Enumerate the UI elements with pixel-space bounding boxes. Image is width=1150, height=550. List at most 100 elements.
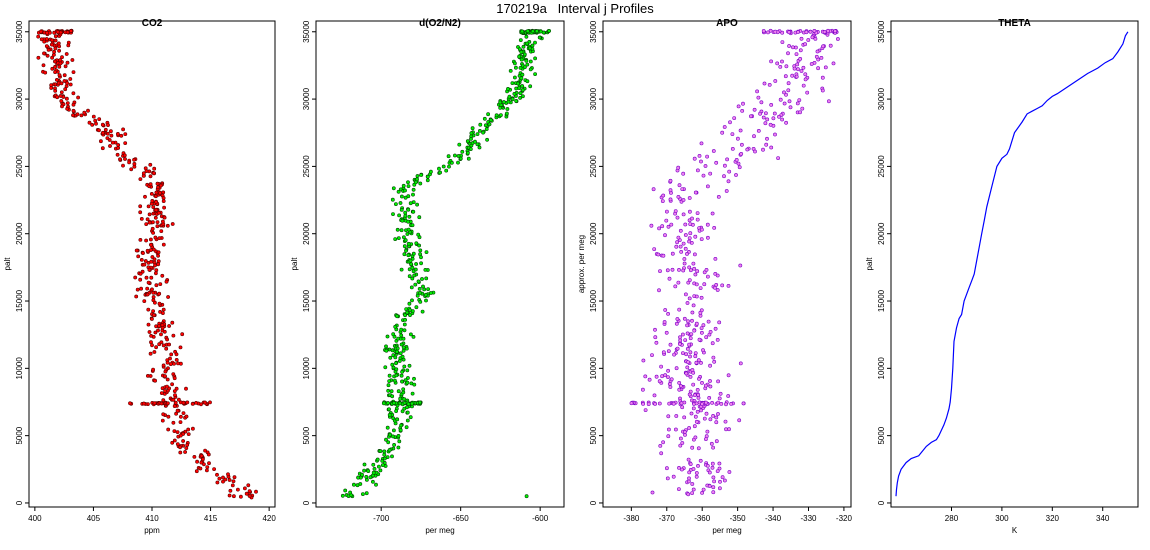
data-point [717,396,722,401]
data-point [50,55,55,60]
data-point [674,414,679,418]
data-point [687,426,692,430]
data-point [654,374,659,379]
data-point [393,324,398,329]
data-point [799,36,804,41]
data-point [685,365,690,370]
data-point [156,328,160,333]
data-point [404,346,409,351]
data-point [520,84,525,88]
data-point [749,114,753,119]
data-point [122,153,127,158]
data-point [360,492,365,497]
data-point [409,381,414,386]
data-point [364,474,369,479]
data-point [681,241,686,246]
data-point [46,48,51,52]
data-point [172,404,177,409]
x-tick-label: -370 [659,514,676,523]
data-point [704,411,709,416]
data-point [418,248,423,253]
data-point [677,267,681,272]
data-point [661,253,666,258]
data-point [519,76,524,81]
data-point [185,400,190,405]
data-point [42,39,47,44]
data-point [56,41,61,46]
data-point [510,81,515,86]
data-point [50,66,55,71]
x-tick-label: 320 [1046,514,1060,523]
data-point [418,299,423,304]
data-point [646,402,651,407]
data-point [170,440,175,445]
data-point [70,58,75,62]
data-point [411,187,416,192]
x-tick-label: 405 [87,514,101,523]
data-point [681,268,686,273]
data-point [223,477,228,482]
data-point [63,64,68,69]
data-point [87,120,92,125]
data-point [178,345,183,350]
data-point [778,97,783,102]
data-point [160,418,165,423]
data-point [702,282,707,287]
data-point [713,285,717,290]
panel-title: THETA [998,18,1031,29]
data-point [155,224,160,229]
data-point [773,132,777,137]
data-point [726,373,731,378]
data-point [171,333,176,338]
data-point [406,184,411,189]
data-point [664,218,669,223]
data-point [641,401,646,406]
data-point [486,112,491,117]
data-point [387,412,392,417]
data-point [403,213,408,218]
data-point [65,96,69,101]
data-point [144,222,149,227]
panel-title: APO [716,18,738,29]
y-tick-label: 25000 [302,155,311,178]
data-point [411,334,416,339]
data-point [784,64,789,69]
data-point [151,247,156,252]
data-point [691,382,696,387]
data-point [699,408,703,413]
data-point [152,166,157,171]
data-point [670,267,675,272]
data-point [759,100,764,105]
data-point [141,401,146,406]
data-point [752,107,757,112]
data-point [99,139,103,144]
data-point [726,179,731,184]
data-point [390,197,395,202]
data-point [82,110,87,115]
data-point [160,273,165,278]
data-point [176,397,181,402]
data-point [653,327,657,332]
data-point [714,439,719,444]
data-point [136,254,141,259]
data-point [141,251,145,256]
data-point [695,387,700,392]
data-point [813,37,818,41]
data-point [674,244,679,249]
data-point [175,408,180,413]
data-point [720,283,725,288]
x-tick-label: -700 [373,514,390,523]
data-point [681,171,686,176]
data-point [528,46,532,51]
data-point [697,337,702,342]
data-point [190,426,195,431]
data-point [399,342,404,347]
data-point [441,164,446,169]
data-point [699,360,703,365]
data-point [775,61,780,66]
data-point [647,377,652,382]
data-point [803,42,808,47]
data-point [477,128,482,133]
data-point [410,401,414,406]
data-point [752,134,756,139]
